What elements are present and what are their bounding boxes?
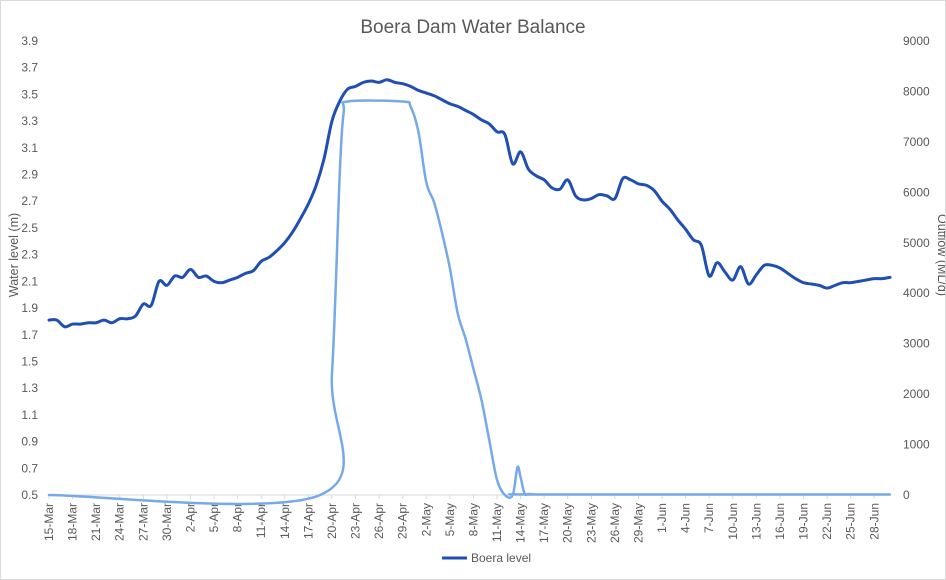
x-axis-tick: 1-Jun [655,503,669,533]
x-axis-tick: 20-Apr [325,503,339,539]
left-axis-label: Water level (m) [7,213,21,297]
left-axis-tick: 2.5 [21,221,38,235]
right-axis-tick: 6000 [903,185,930,199]
x-axis-tick: 25-Jun [844,503,858,540]
left-axis-tick: 3.5 [21,87,38,101]
x-axis-tick: 14-Apr [278,503,292,539]
x-axis-tick: 13-Jun [749,503,763,540]
left-axis-tick: 3.7 [21,61,38,75]
left-axis-tick: 1.7 [21,328,38,342]
right-axis-tick: 3000 [903,337,930,351]
x-axis-tick: 7-Jun [702,503,716,533]
legend[interactable]: Boera level [442,551,531,565]
series-group [47,78,892,506]
x-axis-tick: 17-Apr [301,503,315,539]
x-axis-tick: 22-Jun [820,503,834,540]
left-axis-tick: 1.3 [21,381,38,395]
series-line-outflow [47,99,892,506]
series-line-boera-level [47,78,892,329]
right-axis-tick: 2000 [903,387,930,401]
x-axis-tick: 10-Jun [726,503,740,540]
right-axis-tick: 9000 [903,34,930,48]
x-axis-tick: 27-Mar [136,503,150,541]
right-axis-ticks: 9000 8000 7000 6000 5000 4000 3000 2000 1000 0 [903,34,930,502]
x-axis-tick: 4-Jun [679,503,693,533]
x-axis-tick: 16-Jun [773,503,787,540]
left-axis-tick: 0.5 [21,488,38,502]
left-axis-tick: 2.7 [21,194,38,208]
left-axis-tick: 0.7 [21,461,38,475]
x-axis-tick: 8-Apr [231,503,245,532]
legend-label-boera-level: Boera level [471,551,531,565]
right-axis-tick: 1000 [903,438,930,452]
x-axis-tick: 29-Apr [396,503,410,539]
x-axis-tick: 11-Apr [254,503,268,538]
x-axis-tick: 19-Jun [797,503,811,540]
left-axis-tick: 3.9 [21,34,38,48]
left-axis-tick: 1.1 [21,408,38,422]
x-axis-tick: 5-May [443,503,457,536]
left-axis-tick: 0.9 [21,435,38,449]
x-axis-tick: 14-May [514,503,528,543]
chart-title: Boera Dam Water Balance [360,17,585,38]
x-axis-tick: 29-May [631,503,645,543]
x-axis-tick: 26-May [608,503,622,543]
x-axis-tick: 17-May [537,503,551,543]
left-axis-tick: 3.1 [21,141,38,155]
x-axis-tick: 8-May [466,503,480,536]
right-axis-tick: 7000 [903,135,930,149]
left-axis-tick: 1.9 [21,301,38,315]
right-axis-tick: 8000 [903,84,930,98]
left-axis-tick: 2.1 [21,274,38,288]
x-axis-tick: 28-Jun [867,503,881,540]
x-axis-tick: 26-Apr [372,503,386,539]
x-axis-tick: 5-Apr [207,503,221,532]
right-axis-tick: 4000 [903,286,930,300]
left-axis-ticks: 3.9 3.7 3.5 3.3 3.1 2.9 2.7 2.5 2.3 2.1 1.9 1.7 1.5 1… [21,34,38,502]
x-axis-tick: 20-May [561,503,575,543]
right-axis-tick: 5000 [903,236,930,250]
x-axis-tick: 18-Mar [66,503,80,541]
left-axis-tick: 3.3 [21,114,38,128]
x-axis-tick: 2-Apr [183,503,197,532]
x-axis-tick: 15-Mar [42,503,56,541]
x-axis-tick: 23-May [584,503,598,543]
left-axis-tick: 2.9 [21,168,38,182]
x-axis-tick: 30-Mar [160,503,174,541]
right-axis-tick: 0 [903,488,910,502]
left-axis-tick: 2.3 [21,248,38,262]
x-axis-tick: 2-May [419,503,433,536]
right-axis-label: Outflow (ML/d) [935,214,945,296]
x-axis-ticks: 15-Mar 18-Mar 21-Mar 24-Mar 27-Mar 30-Mar 2-Ap… [42,495,881,543]
x-axis-tick: 24-Mar [113,503,127,541]
x-axis-tick: 21-Mar [89,503,103,541]
left-axis-tick: 1.5 [21,354,38,368]
x-axis-tick: 11-May [490,503,504,542]
x-axis-tick: 23-Apr [349,503,363,539]
